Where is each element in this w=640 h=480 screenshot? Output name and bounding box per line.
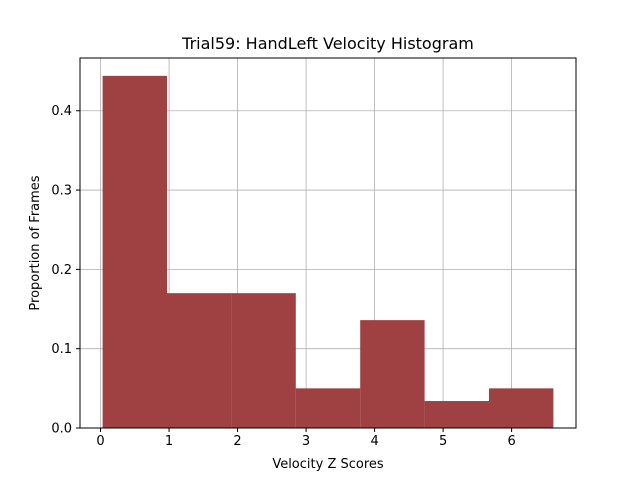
histogram-bar — [360, 320, 425, 428]
y-tick-label: 0.2 — [51, 263, 72, 278]
histogram-bar — [488, 388, 554, 428]
y-tick-label: 0.0 — [51, 422, 72, 437]
histogram-bar — [295, 388, 361, 428]
plot-frame — [79, 57, 577, 429]
x-tick-label: 1 — [165, 434, 173, 449]
x-axis-label: Velocity Z Scores — [272, 457, 384, 472]
y-axis-label: Proportion of Frames — [28, 175, 43, 310]
y-tick-label: 0.3 — [51, 184, 72, 199]
x-tick-label: 6 — [507, 434, 515, 449]
histogram-bar — [167, 293, 232, 428]
y-tick-label: 0.1 — [51, 342, 72, 357]
x-tick-label: 5 — [439, 434, 447, 449]
y-tick-label: 0.4 — [51, 104, 72, 119]
x-tick-label: 2 — [233, 434, 241, 449]
histogram-bar — [102, 75, 168, 429]
chart-title: Trial59: HandLeft Velocity Histogram — [181, 34, 474, 53]
bars — [102, 75, 554, 429]
histogram-bar — [424, 401, 489, 428]
histogram-bar — [231, 293, 296, 428]
x-tick-label: 4 — [370, 434, 378, 449]
x-tick-label: 0 — [96, 434, 104, 449]
x-tick-label: 3 — [302, 434, 310, 449]
ticks: 0 1 2 3 4 5 6 0.0 0.1 0.2 0.3 0.4 — [51, 104, 515, 449]
